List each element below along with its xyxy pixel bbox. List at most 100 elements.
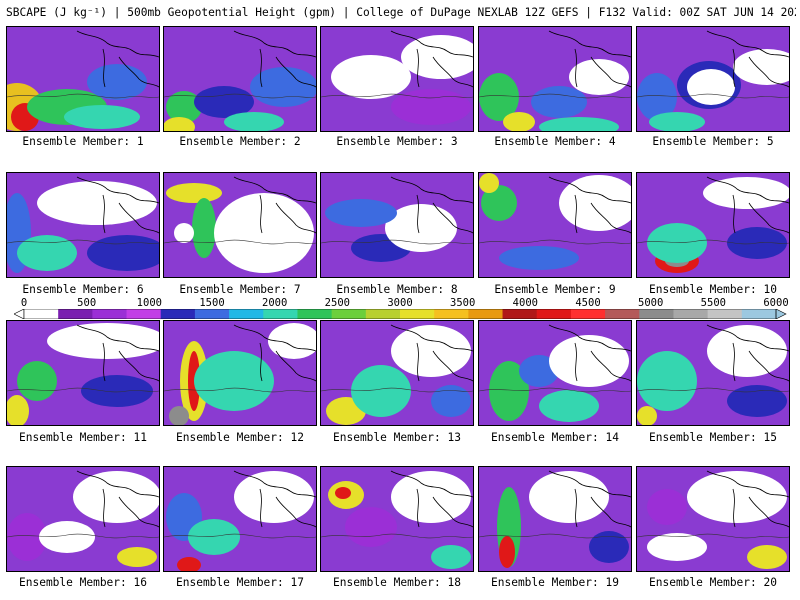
ensemble-map-panel xyxy=(636,320,790,426)
sbcape-map xyxy=(164,467,316,571)
sbcape-map xyxy=(321,27,473,131)
sbcape-map xyxy=(321,467,473,571)
colorbar-tick-label: 3000 xyxy=(387,297,413,309)
ensemble-member-label: Ensemble Member: 8 xyxy=(336,283,458,296)
sbcape-map xyxy=(637,173,789,277)
colorbar-tick-label: 5500 xyxy=(700,297,726,309)
colorbar-tick-label: 1500 xyxy=(199,297,225,309)
ensemble-map-panel xyxy=(478,26,632,132)
ensemble-member-label: Ensemble Member: 4 xyxy=(494,135,616,148)
colorbar-swatch xyxy=(468,309,504,319)
ensemble-map-panel xyxy=(163,172,317,278)
sbcape-map xyxy=(7,173,159,277)
ensemble-map-panel xyxy=(320,466,474,572)
ensemble-member-label: Ensemble Member: 13 xyxy=(333,431,461,444)
colorbar-swatch xyxy=(229,309,264,319)
colorbar-swatch xyxy=(331,309,367,319)
colorbar-swatch xyxy=(194,309,230,319)
ensemble-member-label: Ensemble Member: 20 xyxy=(649,576,777,589)
colorbar-tick-labels: 0 500 1000 1500 2000 2500 3000 3500 4000 4500 5000… xyxy=(14,297,800,309)
ensemble-map-panel xyxy=(478,172,632,278)
ensemble-map-panel xyxy=(6,320,160,426)
colorbar-tick-label: 2500 xyxy=(324,297,350,309)
colorbar-swatch xyxy=(92,309,128,319)
colorbar-swatch xyxy=(502,309,538,319)
ensemble-map-panel xyxy=(163,466,317,572)
colorbar-over-arrow xyxy=(775,309,787,319)
ensemble-map-panel xyxy=(636,466,790,572)
sbcape-map xyxy=(479,321,631,425)
ensemble-member-label: Ensemble Member: 15 xyxy=(649,431,777,444)
colorbar-tick-label: 6000 xyxy=(763,297,789,309)
sbcape-colorbar: 0 500 1000 1500 2000 2500 3000 3500 4000 4500 5000… xyxy=(14,297,789,319)
ensemble-member-label: Ensemble Member: 17 xyxy=(176,576,304,589)
colorbar-swatch xyxy=(126,309,162,319)
colorbar-swatch xyxy=(24,309,59,319)
sbcape-map xyxy=(479,173,631,277)
sbcape-map xyxy=(479,27,631,131)
ensemble-member-label: Ensemble Member: 2 xyxy=(179,135,301,148)
colorbar-swatch xyxy=(673,309,709,319)
colorbar-tick-label: 0 xyxy=(20,297,28,309)
ensemble-member-label: Ensemble Member: 11 xyxy=(19,431,147,444)
colorbar-tick-label: 500 xyxy=(77,297,97,309)
ensemble-map-panel xyxy=(6,466,160,572)
colorbar-tick-label: 4000 xyxy=(512,297,538,309)
ensemble-member-label: Ensemble Member: 16 xyxy=(19,576,147,589)
ensemble-map-panel xyxy=(320,320,474,426)
sbcape-map xyxy=(7,467,159,571)
ensemble-member-label: Ensemble Member: 1 xyxy=(22,135,144,148)
colorbar-swatch xyxy=(160,309,196,319)
ensemble-map-panel xyxy=(478,320,632,426)
ensemble-map-panel xyxy=(320,172,474,278)
sbcape-map xyxy=(637,321,789,425)
sbcape-map xyxy=(7,27,159,131)
sbcape-map xyxy=(637,467,789,571)
ensemble-member-label: Ensemble Member: 5 xyxy=(652,135,774,148)
colorbar-swatch xyxy=(297,309,333,319)
colorbar-swatch xyxy=(365,309,401,319)
ensemble-map-panel xyxy=(6,172,160,278)
colorbar-frame xyxy=(23,309,777,319)
colorbar-tick-label: 4500 xyxy=(575,297,601,309)
ensemble-map-panel xyxy=(478,466,632,572)
ensemble-member-label: Ensemble Member: 19 xyxy=(491,576,619,589)
ensemble-member-label: Ensemble Member: 14 xyxy=(491,431,619,444)
colorbar-tick-label: 5000 xyxy=(638,297,664,309)
colorbar-swatch xyxy=(570,309,606,319)
colorbar-swatch xyxy=(639,309,674,319)
ensemble-map-panel xyxy=(636,26,790,132)
colorbar-swatch xyxy=(263,309,298,319)
ensemble-member-label: Ensemble Member: 3 xyxy=(336,135,458,148)
colorbar-scale xyxy=(14,309,787,319)
ensemble-member-label: Ensemble Member: 18 xyxy=(333,576,461,589)
colorbar-swatch xyxy=(707,309,743,319)
ensemble-map-panel xyxy=(163,26,317,132)
colorbar-swatch xyxy=(536,309,572,319)
sbcape-map xyxy=(321,321,473,425)
colorbar-tick-label: 2000 xyxy=(262,297,288,309)
ensemble-map-panel xyxy=(636,172,790,278)
ensemble-member-label: Ensemble Member: 12 xyxy=(176,431,304,444)
colorbar-swatch xyxy=(605,309,640,319)
sbcape-map xyxy=(164,321,316,425)
colorbar-tick-label: 3500 xyxy=(450,297,476,309)
sbcape-map xyxy=(7,321,159,425)
colorbar-tick-label: 1000 xyxy=(136,297,162,309)
ensemble-member-label: Ensemble Member: 10 xyxy=(649,283,777,296)
colorbar-under-arrow xyxy=(14,309,25,319)
colorbar-swatch xyxy=(400,309,435,319)
map-title: SBCAPE (J kg⁻¹) | 500mb Geopotential Hei… xyxy=(6,6,796,19)
ensemble-map-panel xyxy=(320,26,474,132)
ensemble-map-panel xyxy=(163,320,317,426)
ensemble-member-label: Ensemble Member: 9 xyxy=(494,283,616,296)
ensemble-member-label: Ensemble Member: 7 xyxy=(179,283,301,296)
sbcape-map xyxy=(479,467,631,571)
sbcape-map xyxy=(164,27,316,131)
colorbar-swatch xyxy=(434,309,469,319)
colorbar-swatch xyxy=(741,309,777,319)
sbcape-map xyxy=(637,27,789,131)
ensemble-map-panel xyxy=(6,26,160,132)
sbcape-map xyxy=(164,173,316,277)
ensemble-member-label: Ensemble Member: 6 xyxy=(22,283,144,296)
